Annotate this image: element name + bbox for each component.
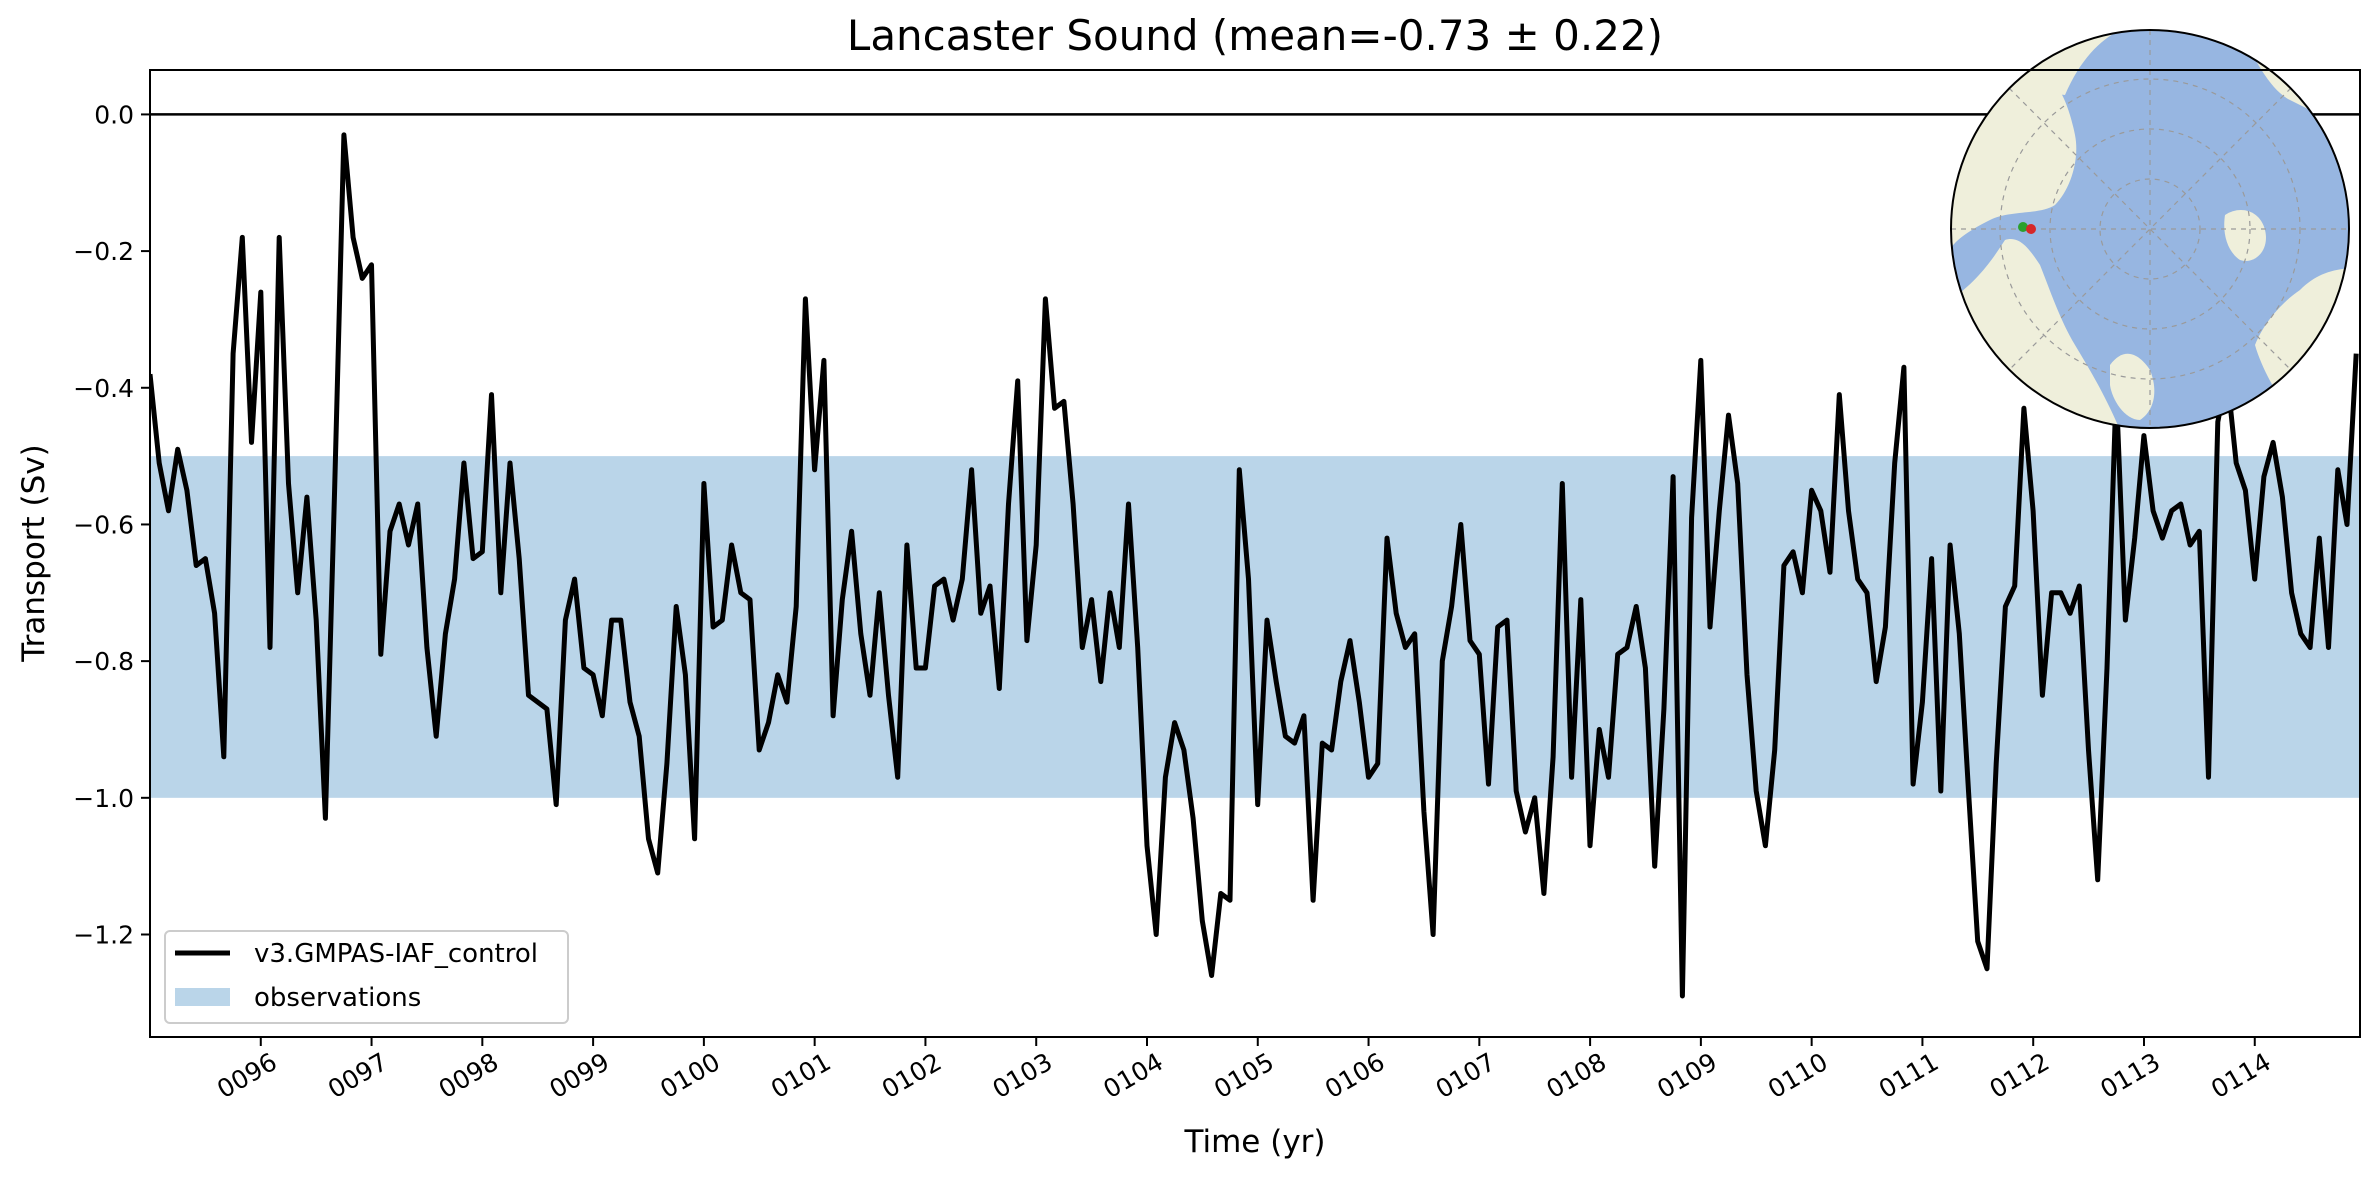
x-tick-label: 0096 xyxy=(212,1047,282,1104)
inset-map xyxy=(1950,29,2350,429)
globe-outline xyxy=(1950,29,2350,429)
y-tick-label: −1.2 xyxy=(73,920,134,949)
legend-box xyxy=(164,930,569,1024)
location-marker-red xyxy=(2026,224,2036,234)
y-tick-label: −0.4 xyxy=(73,374,134,403)
x-tick-label: 0102 xyxy=(877,1047,947,1104)
x-tick-label: 0108 xyxy=(1541,1047,1611,1104)
x-tick-label: 0105 xyxy=(1209,1047,1279,1104)
series-line xyxy=(150,132,2359,999)
x-tick-label: 0101 xyxy=(766,1047,836,1104)
legend-band-swatch xyxy=(175,988,230,1006)
x-axis-label: Time (yr) xyxy=(1184,1124,1326,1160)
plot-frame xyxy=(149,69,2361,1038)
plot-area xyxy=(150,113,2360,999)
x-tick-label: 0113 xyxy=(2095,1047,2165,1104)
x-tick-label: 0110 xyxy=(1763,1047,1833,1104)
x-tick-label: 0099 xyxy=(545,1047,615,1104)
y-tick-label: −0.6 xyxy=(73,510,134,539)
x-tick-label: 0112 xyxy=(1985,1047,2055,1104)
x-tick-label: 0109 xyxy=(1652,1047,1722,1104)
legend: v3.GMPAS-IAF_control observations xyxy=(164,930,569,1024)
globe-graticule xyxy=(1951,30,2349,428)
y-axis: 0.0 −0.2 −0.4 −0.6 −0.8 −1.0 −1.2 xyxy=(73,100,150,949)
x-tick-label: 0114 xyxy=(2206,1047,2276,1104)
x-tick-label: 0097 xyxy=(323,1047,393,1104)
x-tick-label: 0111 xyxy=(1874,1047,1944,1104)
x-tick-label: 0107 xyxy=(1431,1047,1501,1104)
x-tick-label: 0106 xyxy=(1320,1047,1390,1104)
y-axis-label: Transport (Sv) xyxy=(16,444,52,663)
y-tick-label: 0.0 xyxy=(94,100,134,129)
y-tick-label: −0.2 xyxy=(73,237,134,266)
x-tick-label: 0104 xyxy=(1098,1047,1168,1104)
x-tick-label: 0100 xyxy=(655,1047,725,1104)
location-marker-green xyxy=(2018,222,2028,232)
x-axis: 0096 0097 0098 0099 0100 0101 0102 0103 0104 0105… xyxy=(212,1037,2276,1104)
y-tick-label: −0.8 xyxy=(73,647,134,676)
chart-title: Lancaster Sound (mean=-0.73 ± 0.22) xyxy=(847,11,1663,60)
legend-series-label: v3.GMPAS-IAF_control xyxy=(254,939,538,969)
x-tick-label: 0098 xyxy=(434,1047,504,1104)
x-tick-label: 0103 xyxy=(988,1047,1058,1104)
y-tick-label: −1.0 xyxy=(73,784,134,813)
legend-observations-label: observations xyxy=(254,983,421,1013)
